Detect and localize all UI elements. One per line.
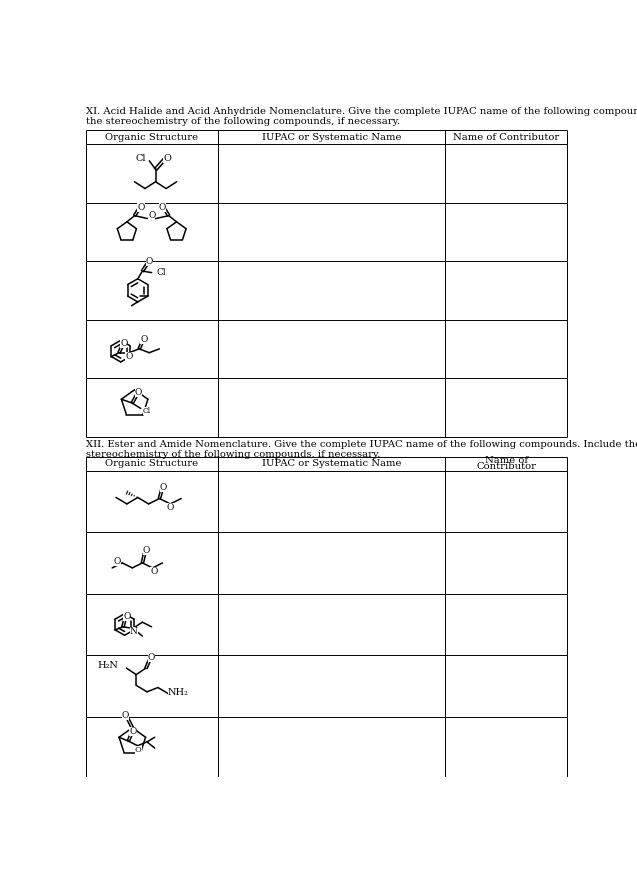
Text: IUPAC or Systematic Name: IUPAC or Systematic Name: [262, 459, 401, 468]
Text: O: O: [120, 339, 127, 348]
Text: O: O: [159, 203, 166, 211]
Text: O: O: [135, 746, 142, 753]
Text: Organic Structure: Organic Structure: [105, 459, 198, 468]
Text: IUPAC or Systematic Name: IUPAC or Systematic Name: [262, 133, 401, 141]
Text: O: O: [140, 335, 148, 344]
Text: O: O: [125, 352, 133, 361]
Text: Cl: Cl: [156, 268, 166, 277]
Text: O: O: [167, 503, 174, 512]
Text: H₂N: H₂N: [98, 661, 118, 670]
Text: O: O: [129, 726, 137, 736]
Text: Contributor: Contributor: [476, 462, 536, 471]
Text: Cl: Cl: [135, 154, 145, 163]
Text: N: N: [130, 627, 138, 636]
Text: XI. Acid Halide and Acid Anhydride Nomenclature. Give the complete IUPAC name of: XI. Acid Halide and Acid Anhydride Nomen…: [86, 107, 637, 127]
Text: O: O: [137, 203, 145, 211]
Text: O: O: [114, 557, 121, 566]
Text: NH₂: NH₂: [168, 688, 189, 697]
Text: O: O: [143, 546, 150, 555]
Text: O: O: [122, 711, 129, 720]
Text: Organic Structure: Organic Structure: [105, 133, 198, 141]
Text: O: O: [150, 567, 158, 576]
Text: XII. Ester and Amide Nomenclature. Give the complete IUPAC name of the following: XII. Ester and Amide Nomenclature. Give …: [86, 440, 637, 459]
Text: O: O: [164, 154, 171, 162]
Text: Name of Contributor: Name of Contributor: [453, 133, 559, 141]
Text: Name of: Name of: [485, 456, 528, 465]
Text: Cl: Cl: [143, 407, 151, 415]
Text: O: O: [148, 653, 155, 662]
Text: O: O: [135, 388, 142, 397]
Text: O: O: [160, 483, 167, 492]
Text: O: O: [123, 612, 131, 621]
Text: O: O: [148, 211, 155, 220]
Text: O: O: [146, 258, 153, 266]
